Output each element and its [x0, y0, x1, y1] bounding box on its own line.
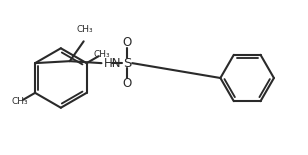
Text: CH₃: CH₃ — [76, 25, 93, 34]
Text: CH₃: CH₃ — [11, 97, 28, 106]
Text: O: O — [123, 78, 132, 90]
Text: HN: HN — [103, 57, 121, 70]
Text: S: S — [123, 57, 132, 70]
Text: O: O — [123, 36, 132, 49]
Text: CH₃: CH₃ — [94, 50, 110, 59]
